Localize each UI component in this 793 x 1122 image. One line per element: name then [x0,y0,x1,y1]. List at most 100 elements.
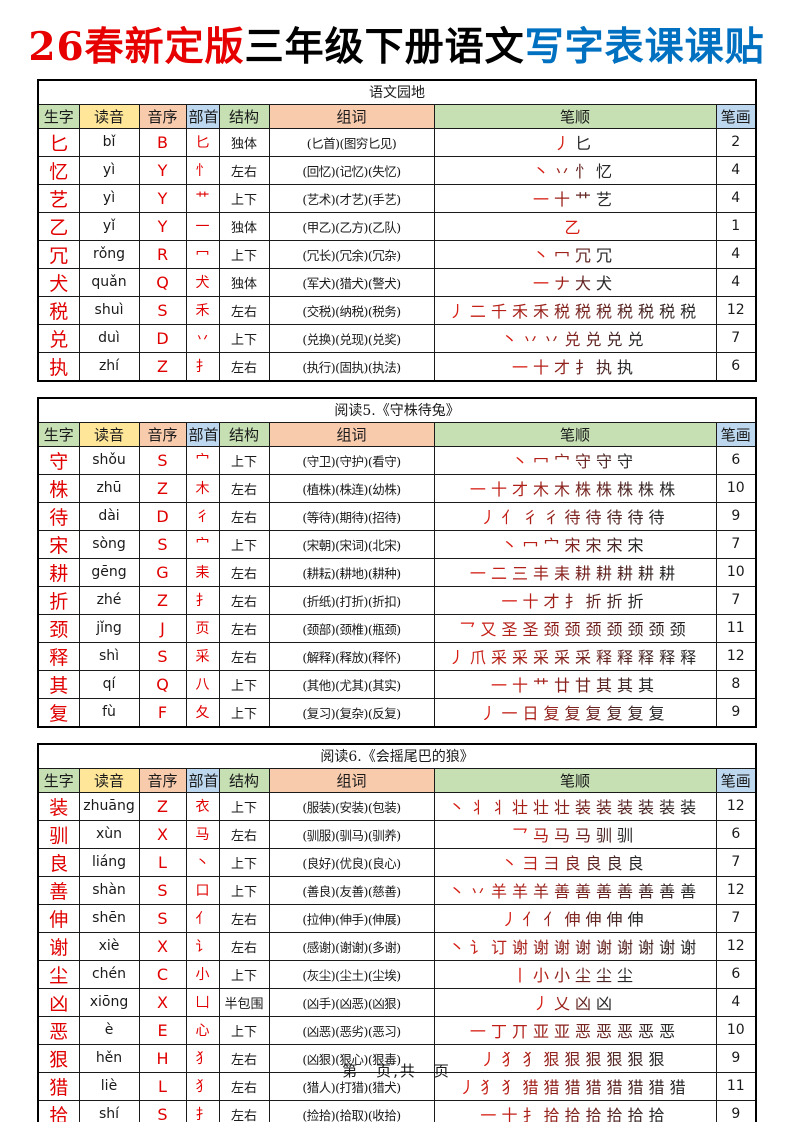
structure-cell: 左右 [218,931,270,961]
initial-cell: S [138,641,187,671]
char-cell: 执 [37,351,80,382]
radical-cell: 页 [185,613,220,643]
stroke-step: 狠 [606,1050,623,1070]
column-header-words: 组词 [268,103,435,129]
stroke-step: 彳 [543,508,560,528]
stroke-step: 一 [490,676,507,696]
stroke-step: 丿 [480,1050,497,1070]
structure-cell: 左右 [218,155,270,185]
pinyin-cell: duì [78,323,140,353]
stroke-step: 释 [638,648,655,668]
stroke-step: 耕 [659,564,676,584]
structure-cell: 左右 [218,819,270,849]
stroke-step: 木 [532,480,549,500]
words-cell: (颈部)(颈椎)(瓶颈) [268,613,435,643]
stroke-count-cell: 7 [715,529,757,559]
stroke-step: 丰 [532,564,549,584]
stroke-step: 善 [575,882,592,902]
column-header-char: 生字 [37,103,80,129]
pinyin-cell: shí [78,1099,140,1122]
structure-cell: 上下 [218,445,270,475]
initial-cell: Q [138,267,187,297]
words-cell: (耕耘)(耕地)(耕种) [268,557,435,587]
stroke-step: 木 [553,480,570,500]
stroke-step: 税 [596,302,613,322]
stroke-count-cell: 12 [715,875,757,905]
stroke-step: 二 [469,302,486,322]
stroke-order-cell: 乛又圣圣颈颈颈颈颈颈颈 [433,613,717,643]
stroke-step: 乛 [459,620,476,640]
words-cell: (艺术)(才艺)(手艺) [268,183,435,213]
stroke-step: 复 [606,704,623,724]
pinyin-cell: fù [78,697,140,728]
stroke-step: 复 [648,704,665,724]
stroke-step: 艺 [596,190,613,210]
char-cell: 尘 [37,959,80,989]
stroke-step: 宋 [585,536,602,556]
table-row: 乙 yǐ Y 一独体 (甲乙)(乙方)(乙队) 乙 1 [37,211,757,241]
stroke-step: 凶 [575,994,592,1014]
stroke-step: 谢 [511,938,528,958]
words-cell: (复习)(复杂)(反复) [268,697,435,728]
column-header-initial: 音序 [138,421,187,447]
stroke-step: 羊 [532,882,549,902]
stroke-step: 壮 [532,798,549,818]
stroke-count-cell: 4 [715,267,757,297]
column-header-radical: 部首 [185,767,220,793]
char-cell: 凶 [37,987,80,1017]
stroke-step: 丶 [501,854,518,874]
stroke-step: 狠 [543,1050,560,1070]
column-header-words: 组词 [268,421,435,447]
initial-cell: H [138,1043,187,1073]
structure-cell: 左右 [218,1099,270,1122]
stroke-step: 宋 [627,536,644,556]
stroke-step: 乂 [553,994,570,1014]
stroke-step: 猎 [648,1078,665,1098]
stroke-step: 谢 [680,938,697,958]
stroke-step: 亻 [543,910,560,930]
pinyin-cell: liè [78,1071,140,1101]
stroke-step: 才 [543,592,560,612]
stroke-step: 伸 [627,910,644,930]
stroke-step: 税 [575,302,592,322]
stroke-step: 艹 [532,676,549,696]
stroke-step: 一 [511,358,528,378]
stroke-step: 采 [532,648,549,668]
stroke-order-cell: 丿乂凶凶 [433,987,717,1017]
stroke-step: 装 [659,798,676,818]
stroke-step: 尘 [596,966,613,986]
stroke-step: 猎 [564,1078,581,1098]
stroke-step: 株 [638,480,655,500]
radical-cell: 亻 [185,903,220,933]
stroke-order-cell: 丿二千禾禾税税税税税税税 [433,295,717,325]
words-cell: (冗长)(冗余)(冗杂) [268,239,435,269]
stroke-step: 壮 [553,798,570,818]
stroke-step: 十 [501,1106,518,1122]
initial-cell: C [138,959,187,989]
stroke-step: 丶 [501,330,518,350]
initial-cell: D [138,501,187,531]
stroke-step: 谢 [638,938,655,958]
stroke-count-cell: 7 [715,903,757,933]
stroke-step: 丿 [553,134,570,154]
structure-cell: 左右 [218,557,270,587]
table-row: 守 shǒu S 宀上下 (守卫)(守护)(看守) 丶冖宀守守守 6 [37,445,757,475]
table-row: 折 zhé Z 扌左右 (折纸)(打折)(折扣) 一十才扌折折折 7 [37,585,757,615]
stroke-step: 冖 [532,452,549,472]
table-row: 善 shàn S 口上下 (善良)(友善)(慈善) 丶丷羊羊羊善善善善善善善 12 [37,875,757,905]
structure-cell: 上下 [218,791,270,821]
header-row: 生字 读音 音序 部首 结构 组词 笔顺 笔画 [37,421,757,447]
stroke-step: 拾 [585,1106,602,1122]
stroke-count-cell: 12 [715,931,757,961]
table-row: 执 zhí Z 扌左右 (执行)(固执)(执法) 一十才扌执执 6 [37,351,757,382]
stroke-step: 丬 [469,798,486,818]
stroke-count-cell: 6 [715,445,757,475]
words-cell: (捡拾)(拾取)(收拾) [268,1099,435,1122]
tables-container: 语文园地 生字 读音 音序 部首 结构 组词 笔顺 笔画匕 bǐ B 匕独体 (匕首)(图穷匕见) 丿匕 2… [37,78,758,1122]
words-cell: (宋朝)(宋词)(北宋) [268,529,435,559]
stroke-step: 匕 [575,134,592,154]
radical-cell: 丶 [185,847,220,877]
initial-cell: X [138,819,187,849]
column-header-count: 笔画 [715,103,757,129]
